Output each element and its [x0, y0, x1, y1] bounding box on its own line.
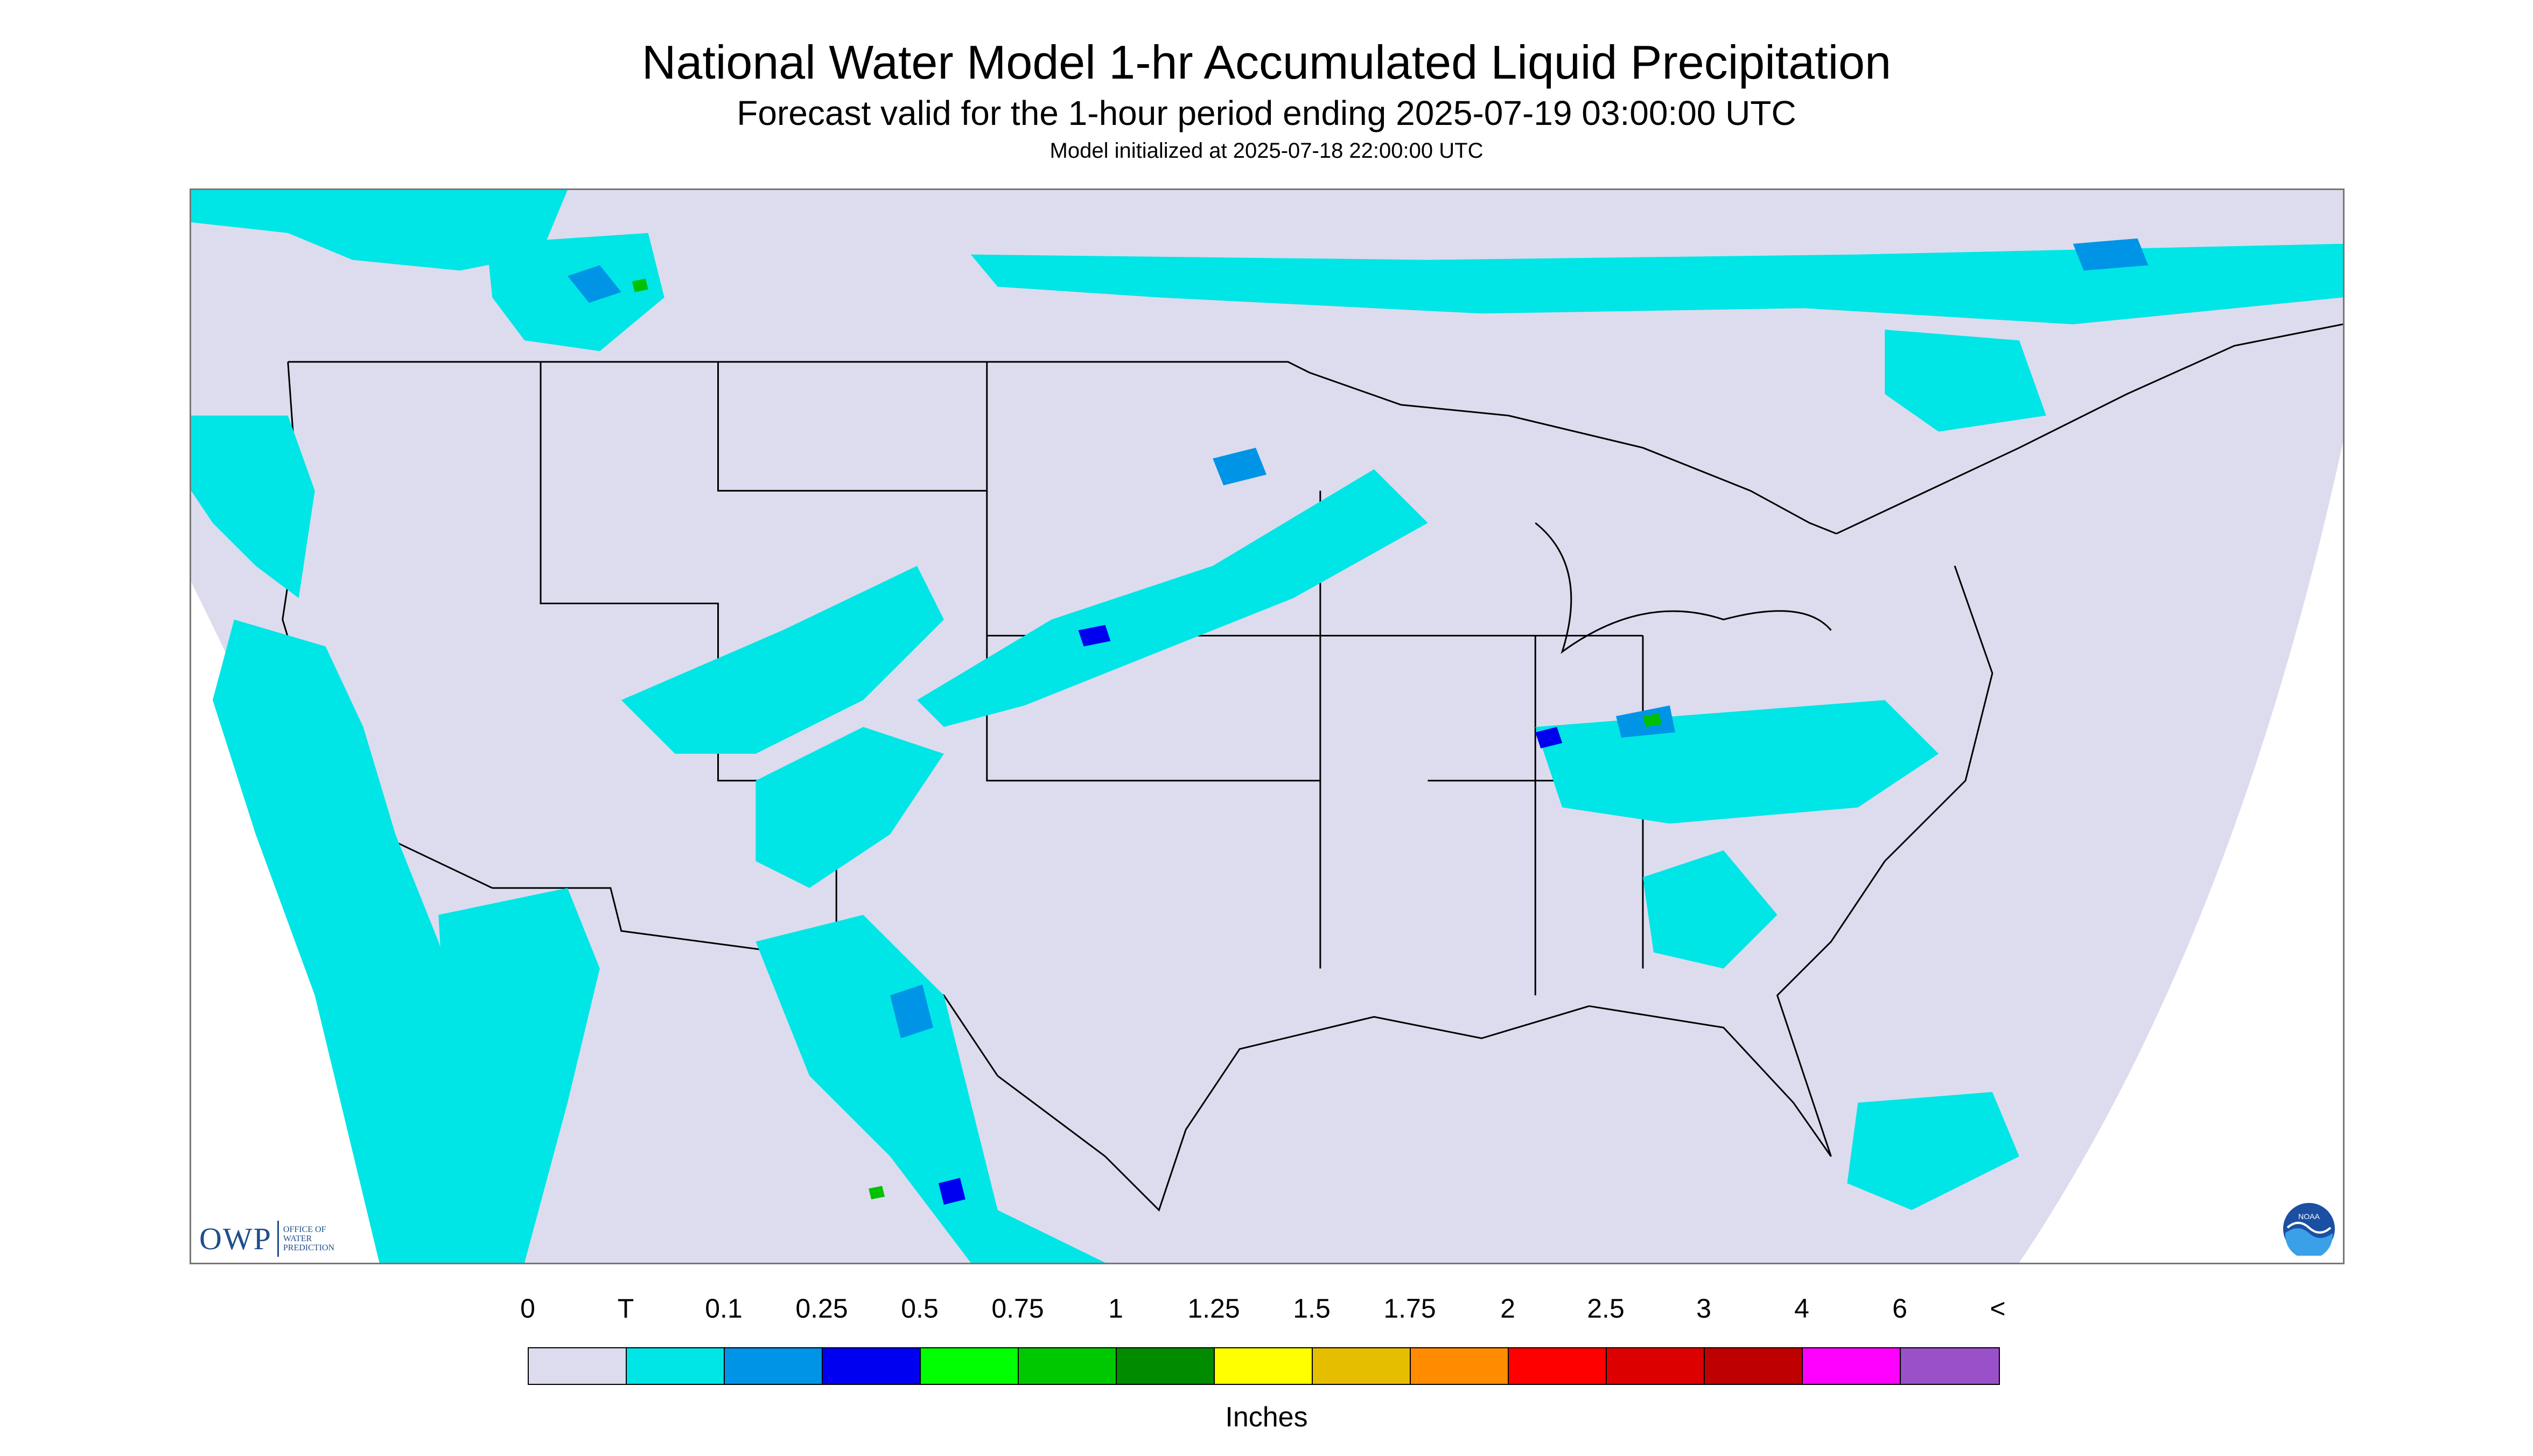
- great-lakes: [1535, 522, 1832, 654]
- legend-label: 2: [1500, 1293, 1515, 1324]
- legend-swatch: [823, 1348, 921, 1384]
- legend-label: 0: [520, 1293, 535, 1324]
- legend-unit-label: Inches: [1225, 1402, 1308, 1433]
- legend-labels: 0 T 0.1 0.25 0.5 0.75 1 1.25 1.5 1.75 2 …: [0, 1292, 2533, 1335]
- noaa-logo-text: NOAA: [2298, 1212, 2320, 1221]
- legend-swatch: [921, 1348, 1019, 1384]
- legend-label: 0.5: [901, 1293, 939, 1324]
- legend-label: 1.75: [1383, 1293, 1436, 1324]
- legend-swatch: [725, 1348, 823, 1384]
- legend-swatch: [1215, 1348, 1313, 1384]
- state-lines-2: [717, 362, 988, 492]
- owp-logo-mark: OWP: [199, 1220, 279, 1257]
- legend-label: <: [1990, 1293, 2006, 1324]
- legend-label: 2.5: [1587, 1293, 1625, 1324]
- precipitation-map: [190, 188, 2345, 1264]
- precip-heavy: [632, 278, 1662, 1200]
- precip-moderate: [938, 625, 1563, 1205]
- legend-swatch: [1705, 1348, 1803, 1384]
- legend-swatch: [1607, 1348, 1705, 1384]
- owp-logo: OWP OFFICE OF WATER PREDICTION: [199, 1220, 348, 1257]
- legend-label: T: [617, 1293, 634, 1324]
- legend-swatch: [1117, 1348, 1215, 1384]
- map-title: National Water Model 1-hr Accumulated Li…: [641, 36, 1892, 89]
- gulf-coast: [997, 1005, 1590, 1212]
- canada-border: [288, 361, 1837, 535]
- legend-label: 1.25: [1187, 1293, 1240, 1324]
- legend-swatch: [529, 1348, 627, 1384]
- model-domain: [191, 190, 2343, 1263]
- us-east-coast: [1836, 323, 2343, 535]
- model-init-time: Model initialized at 2025-07-18 22:00:00…: [1049, 139, 1484, 163]
- owp-logo-text: OFFICE OF WATER PREDICTION: [283, 1224, 334, 1252]
- legend-label: 0.25: [795, 1293, 848, 1324]
- legend-label: 3: [1696, 1293, 1711, 1324]
- legend-label: 0.75: [991, 1293, 1044, 1324]
- legend-label: 0.1: [705, 1293, 743, 1324]
- legend-swatch: [1509, 1348, 1607, 1384]
- us-northeast: [1589, 565, 1993, 1157]
- legend-swatch: [1803, 1348, 1901, 1384]
- noaa-logo: NOAA: [2283, 1203, 2335, 1256]
- legend-swatch: [1313, 1348, 1411, 1384]
- legend-color-bar: [528, 1347, 2000, 1385]
- legend-label: 1.5: [1293, 1293, 1331, 1324]
- legend-label: 1: [1108, 1293, 1123, 1324]
- boundaries: [282, 323, 2343, 1212]
- legend-label: 4: [1794, 1293, 1809, 1324]
- legend-swatch: [1411, 1348, 1509, 1384]
- legend-swatch: [1019, 1348, 1117, 1384]
- legend-swatch: [627, 1348, 725, 1384]
- legend-label: 6: [1892, 1293, 1907, 1324]
- map-subtitle: Forecast valid for the 1-hour period end…: [737, 94, 1796, 132]
- map-canvas: [191, 190, 2343, 1263]
- legend-swatch: [1901, 1348, 1999, 1384]
